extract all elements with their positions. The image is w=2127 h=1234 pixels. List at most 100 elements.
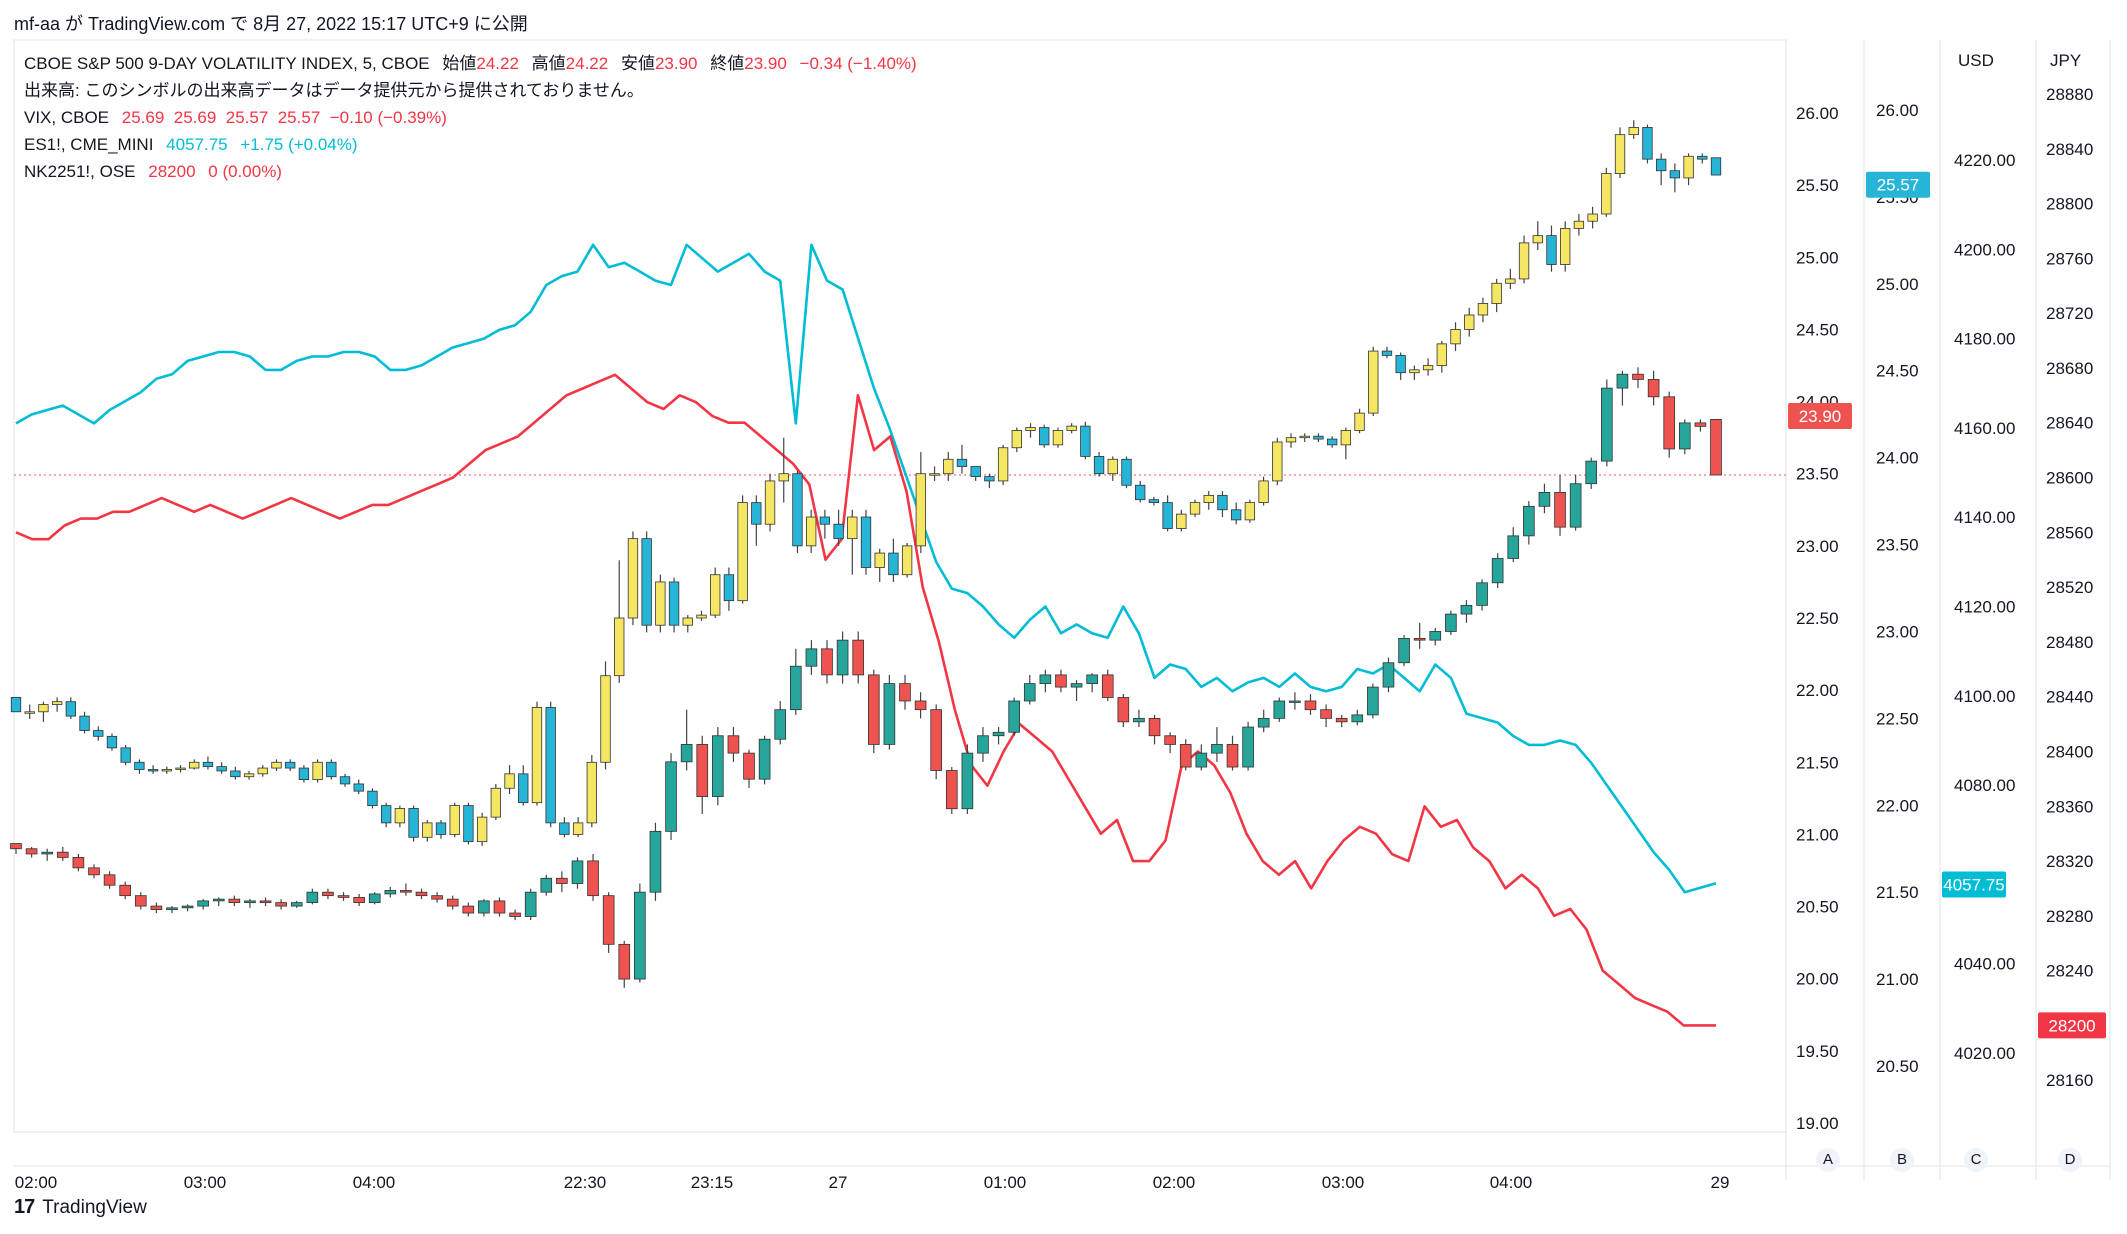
- time-axis-label: 22:30: [564, 1173, 607, 1192]
- time-axis-label: 27: [829, 1173, 848, 1192]
- axis-a-tick-label: 25.00: [1796, 248, 1839, 267]
- vix9d-series-candle: [1436, 343, 1447, 366]
- axis-b-tick-label: 24.50: [1876, 362, 1919, 381]
- vix9d-series-candle: [682, 617, 693, 626]
- legend-high: 高値24.22: [532, 54, 609, 73]
- vix-series-candle: [10, 843, 22, 850]
- axis-d-last-badge-bg: [2038, 1012, 2106, 1039]
- vix9d-series-candle: [518, 773, 529, 804]
- vix-series-candle: [25, 848, 38, 855]
- legend-es: ES1!, CME_MINI 4057.75 +1.75 (+0.04%): [24, 131, 366, 158]
- vix-series-candle: [852, 639, 865, 676]
- vix-series-candle: [56, 851, 69, 858]
- vix9d-series-candle: [655, 581, 666, 626]
- vix-series-candle: [337, 895, 350, 898]
- vix9d-series-candle: [1683, 155, 1694, 179]
- axis-a-tick-label: 25.50: [1796, 176, 1839, 195]
- vix-series-candle: [867, 674, 880, 745]
- vix9d-series-candle: [1628, 127, 1639, 136]
- vix-series-candle: [961, 752, 974, 810]
- legend-es-change: +1.75 (+0.04%): [240, 135, 358, 154]
- vix9d-series-candle: [1299, 435, 1310, 439]
- vix9d-series-candle: [614, 617, 625, 677]
- vix-series-candle: [883, 683, 896, 745]
- axis-c-tick-label: 4080.00: [1954, 776, 2015, 795]
- vix9d-series-candle: [285, 761, 296, 769]
- vix9d-series-candle: [106, 735, 118, 749]
- vix-series-candle: [1367, 686, 1379, 716]
- vix-series-candle: [821, 648, 833, 676]
- legend-main: CBOE S&P 500 9-DAY VOLATILITY INDEX, 5, …: [24, 50, 925, 77]
- vix9d-series-candle: [449, 805, 460, 835]
- vix-series-candle: [1273, 700, 1286, 719]
- vix-series-candle: [368, 893, 381, 904]
- legend-nk-value: 28200: [148, 162, 196, 181]
- vix-series-candle: [540, 877, 553, 893]
- axis-d-tick-label: 28160: [2046, 1071, 2093, 1090]
- vix-series-candle: [1023, 683, 1036, 702]
- vix9d-series-candle: [586, 761, 597, 824]
- vix-series-candle: [1320, 709, 1332, 719]
- axis-a-tick-label: 23.00: [1796, 537, 1839, 556]
- tradingview-logo-icon: 17: [14, 1196, 35, 1218]
- vix9d-series-candle: [1217, 494, 1228, 511]
- vix-series-candle: [1523, 505, 1535, 537]
- vix-series-candle: [306, 891, 319, 904]
- vix-series-candle: [1710, 418, 1722, 476]
- axis-a-tick-label: 21.00: [1796, 825, 1839, 844]
- vix9d-series-candle: [134, 761, 145, 770]
- axis-d-tick-label: 28280: [2046, 907, 2093, 926]
- axis-b-tick-label: 22.00: [1876, 796, 1919, 815]
- axis-b-button[interactable]: B: [1890, 1148, 1914, 1172]
- time-axis-label: 02:00: [15, 1173, 58, 1192]
- axis-c-tick-label: 4020.00: [1954, 1044, 2015, 1063]
- axis-a-tick-label: 19.50: [1796, 1042, 1839, 1061]
- vix-series-candle: [1195, 752, 1208, 768]
- vix9d-series-candle: [696, 614, 707, 619]
- vix9d-series-candle: [1025, 427, 1036, 431]
- vix9d-series-candle: [1518, 242, 1530, 280]
- footer: 17 TradingView: [14, 1196, 147, 1219]
- vix-series-candle: [712, 735, 724, 797]
- vix9d-series-candle: [161, 769, 172, 772]
- axis-b-tick-label: 25.00: [1876, 275, 1919, 294]
- axis-a-button[interactable]: A: [1816, 1148, 1840, 1172]
- time-axis-label: 04:00: [1490, 1173, 1533, 1192]
- vix9d-series-candle: [257, 767, 268, 775]
- vix9d-series-candle: [874, 552, 885, 568]
- axis-c-button[interactable]: C: [1964, 1148, 1988, 1172]
- vix-series-candle: [197, 900, 209, 907]
- vix-series-candle: [1226, 744, 1239, 768]
- vix-series-candle: [680, 744, 693, 763]
- axis-c-tick-label: 4140.00: [1954, 508, 2015, 527]
- footer-brand[interactable]: TradingView: [42, 1196, 147, 1218]
- vix9d-series-candle: [970, 466, 981, 478]
- vix9d-series-candle: [476, 816, 488, 843]
- vix9d-series-candle: [1162, 502, 1173, 529]
- axis-b-tick-label: 23.00: [1876, 622, 1919, 641]
- axis-b-tick-label: 20.50: [1876, 1057, 1919, 1076]
- legend-open: 始値24.22: [442, 54, 519, 73]
- legend-low: 安値23.90: [621, 54, 698, 73]
- legend-close-label: 終値: [710, 54, 745, 73]
- vix9d-series-candle: [1080, 425, 1091, 457]
- vix9d-series-candle: [1313, 435, 1324, 440]
- legend-nk-change: 0 (0.00%): [208, 162, 282, 181]
- vix9d-series-candle: [1464, 314, 1475, 330]
- vix9d-series-candle: [1710, 157, 1722, 176]
- vix9d-series-candle: [943, 458, 954, 475]
- vix9d-series-candle: [312, 761, 323, 780]
- legend-main-title: CBOE S&P 500 9-DAY VOLATILITY INDEX, 5, …: [24, 54, 430, 73]
- time-axis-label: 01:00: [984, 1173, 1027, 1192]
- plot-area: [13, 39, 1787, 1133]
- vix-series-candle: [462, 905, 475, 914]
- axis-d-button[interactable]: D: [2058, 1148, 2082, 1172]
- vix-series-candle: [696, 744, 709, 797]
- vix9d-series-candle: [1655, 158, 1667, 172]
- vix9d-series-candle: [202, 761, 214, 768]
- vix-series-candle: [634, 891, 646, 980]
- vix-series-candle: [836, 639, 849, 676]
- axis-d-tick-label: 28240: [2046, 962, 2093, 981]
- vix9d-series-candle: [1546, 235, 1557, 265]
